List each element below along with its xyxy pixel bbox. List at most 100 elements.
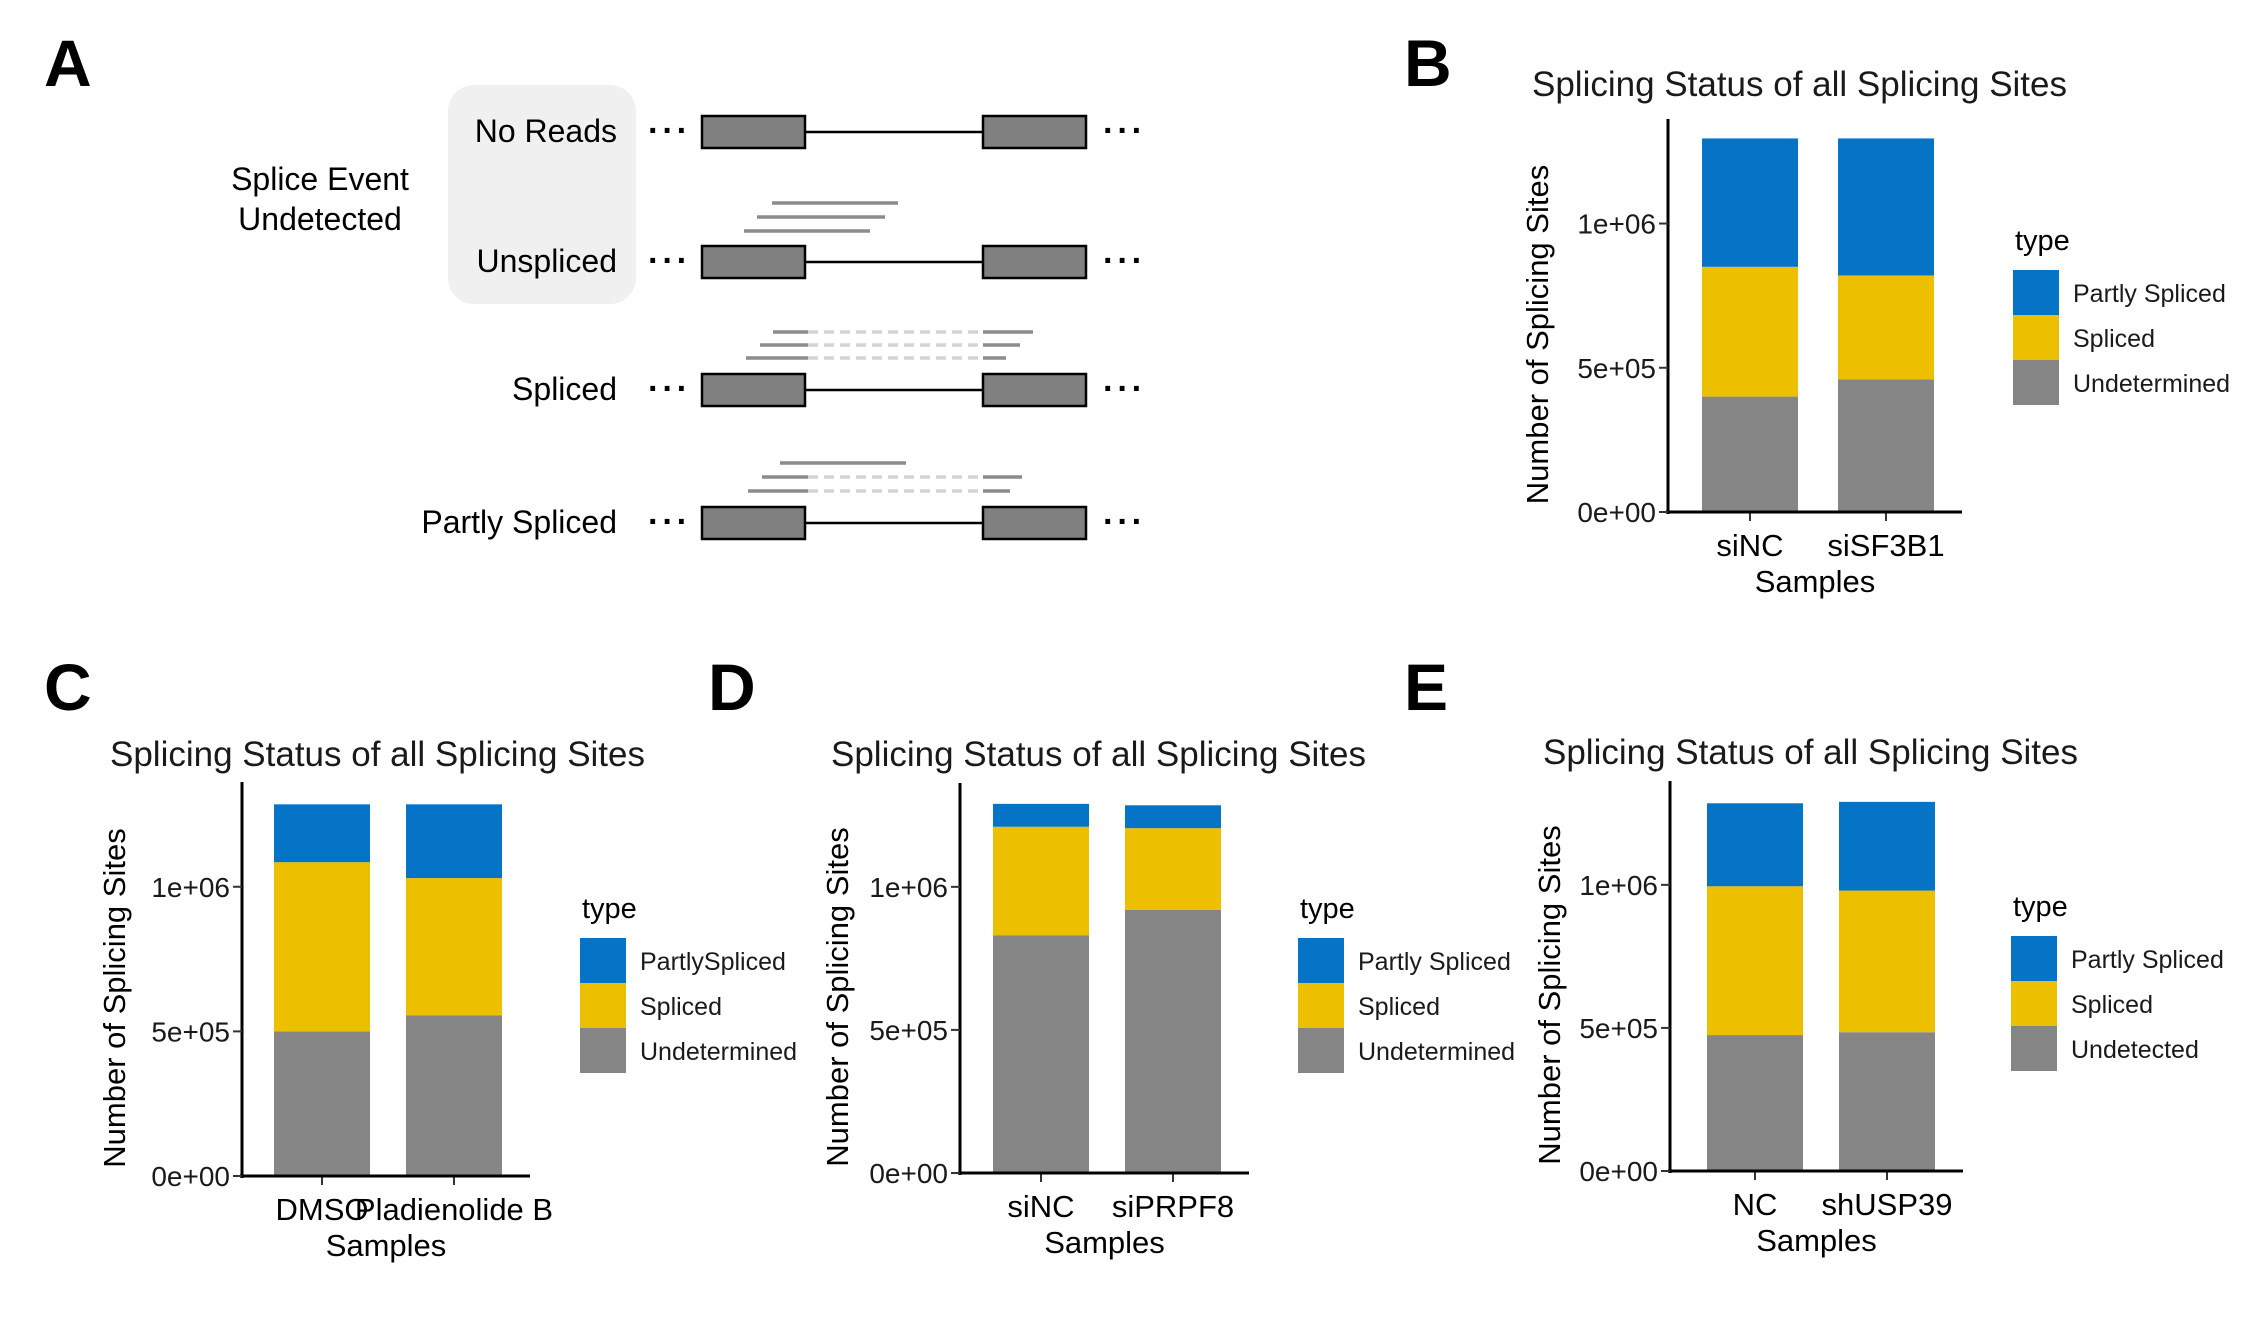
chart-title: Splicing Status of all Splicing Sites (1543, 733, 2078, 772)
legend-swatch-spliced (2013, 315, 2059, 360)
row-label-unspliced: Unspliced (476, 243, 617, 279)
bar-undetermined-siprpf8 (1125, 909, 1221, 1173)
x-tick-label: shUSP39 (1822, 1187, 1953, 1222)
gene-model-rows: ··· ··· ··· ··· ··· ··· ··· ··· (648, 112, 1146, 541)
legend-label-spliced: Spliced (2073, 325, 2155, 353)
y-axis-label: Number of Splicing Sites (820, 827, 855, 1166)
ellipsis-right: ··· (1103, 503, 1146, 541)
bar-partly-dmso (274, 804, 370, 863)
bar-undetermined-sisf3b1 (1838, 379, 1934, 512)
legend-label-undetermined: Undetected (2071, 1036, 2199, 1064)
y-tick-label: 5e+05 (869, 1015, 948, 1046)
bar-partly-nc (1707, 803, 1803, 887)
ellipsis-right: ··· (1103, 242, 1146, 280)
undetected-group-bubble (448, 85, 636, 304)
bar-partly-sinc (1702, 138, 1798, 267)
y-tick-label: 5e+05 (151, 1016, 230, 1047)
y-axis-label: Number of Splicing Sites (1532, 825, 1567, 1164)
y-tick-label: 5e+05 (1577, 353, 1656, 384)
exon-left (700, 114, 807, 150)
exon-left (700, 244, 807, 280)
ellipsis-right: ··· (1103, 112, 1146, 150)
legend-swatch-undetermined (580, 1028, 626, 1073)
ellipsis-left: ··· (648, 112, 691, 150)
x-tick-label: siSF3B1 (1827, 528, 1944, 563)
row-label-no-reads: No Reads (475, 113, 617, 149)
legend-title: type (1300, 893, 1355, 925)
bar-spliced-pladienolide-b (406, 878, 502, 1016)
bar-undetermined-pladienolide-b (406, 1015, 502, 1176)
legend-swatch-partly (580, 938, 626, 983)
bar-undetermined-dmso (274, 1031, 370, 1176)
y-tick-label: 0e+00 (151, 1161, 230, 1192)
bar-undetermined-nc (1707, 1035, 1803, 1171)
legend-label-undetermined: Undetermined (640, 1038, 797, 1066)
gene-model-spliced: ··· ··· (648, 370, 1146, 408)
legend-swatch-undetermined (1298, 1028, 1344, 1073)
bar-partly-sinc (993, 803, 1089, 827)
y-tick-label: 1e+06 (1577, 209, 1656, 240)
exon-right (981, 372, 1088, 408)
x-axis-label: Samples (1755, 564, 1876, 599)
legend-label-spliced: Spliced (640, 993, 722, 1021)
legend-swatch-undetermined (2013, 360, 2059, 405)
bar-undetermined-sinc (993, 935, 1089, 1173)
y-tick-label: 0e+00 (869, 1158, 948, 1189)
panel-b-chart: B Splicing Status of all Splicing Sites s… (1404, 26, 2230, 599)
legend-swatch-spliced (1298, 983, 1344, 1028)
panel-c-chart: C Splicing Status of all Splicing Sites D… (44, 650, 797, 1263)
bar-partly-pladienolide-b (406, 804, 502, 879)
panel-label-e: E (1404, 650, 1448, 724)
chart-title: Splicing Status of all Splicing Sites (110, 735, 645, 774)
legend-label-undetermined: Undetermined (1358, 1038, 1515, 1066)
legend-label-partly: Partly Spliced (1358, 948, 1511, 976)
legend-swatch-spliced (2011, 981, 2057, 1026)
legend-title: type (582, 893, 637, 925)
legend-label-partly: PartlySpliced (640, 948, 786, 976)
chart-title: Splicing Status of all Splicing Sites (1532, 65, 2067, 104)
bar-undetermined-sinc (1702, 396, 1798, 512)
legend-label-partly: Partly Spliced (2073, 280, 2226, 308)
bar-spliced-nc (1707, 886, 1803, 1036)
panel-label-d: D (708, 650, 756, 724)
exon-left (700, 505, 807, 541)
legend-swatch-undetermined (2011, 1026, 2057, 1071)
bar-spliced-siprpf8 (1125, 828, 1221, 910)
panel-label-a: A (44, 26, 92, 100)
y-tick-label: 1e+06 (151, 872, 230, 903)
x-tick-label: siNC (1007, 1189, 1074, 1224)
row-label-spliced: Spliced (512, 371, 617, 407)
bar-spliced-dmso (274, 862, 370, 1032)
x-axis-label: Samples (326, 1228, 447, 1263)
y-tick-label: 0e+00 (1577, 497, 1656, 528)
y-tick-label: 1e+06 (1579, 870, 1658, 901)
ellipsis-right: ··· (1103, 370, 1146, 408)
x-tick-label: Pladienolide B (355, 1192, 553, 1227)
y-axis-label: Number of Splicing Sites (97, 828, 132, 1167)
bar-partly-sisf3b1 (1838, 138, 1934, 276)
ellipsis-left: ··· (648, 503, 691, 541)
legend-label-spliced: Spliced (1358, 993, 1440, 1021)
row-label-partly-spliced: Partly Spliced (421, 504, 617, 540)
y-tick-label: 1e+06 (869, 872, 948, 903)
group-label-line2: Undetected (238, 201, 402, 237)
panel-a-schematic: A Splice Event Undetected No Reads Unspl… (44, 26, 1146, 541)
legend-label-partly: Partly Spliced (2071, 946, 2224, 974)
panel-e-chart: E Splicing Status of all Splicing Sites N… (1404, 650, 2224, 1258)
x-axis-label: Samples (1044, 1225, 1165, 1260)
x-tick-label: siNC (1716, 528, 1783, 563)
panel-label-c: C (44, 650, 92, 724)
legend-swatch-spliced (580, 983, 626, 1028)
legend-title: type (2013, 891, 2068, 923)
group-label-line1: Splice Event (231, 161, 409, 197)
chart-title: Splicing Status of all Splicing Sites (831, 735, 1366, 774)
bar-spliced-sinc (1702, 266, 1798, 397)
bar-spliced-sisf3b1 (1838, 275, 1934, 380)
x-tick-label: siPRPF8 (1112, 1189, 1234, 1224)
bar-spliced-sinc (993, 826, 1089, 936)
ellipsis-left: ··· (648, 370, 691, 408)
panel-d-chart: D Splicing Status of all Splicing Sites s… (708, 650, 1515, 1260)
legend-swatch-partly (1298, 938, 1344, 983)
bar-spliced-shusp39 (1839, 890, 1935, 1033)
legend-label-spliced: Spliced (2071, 991, 2153, 1019)
